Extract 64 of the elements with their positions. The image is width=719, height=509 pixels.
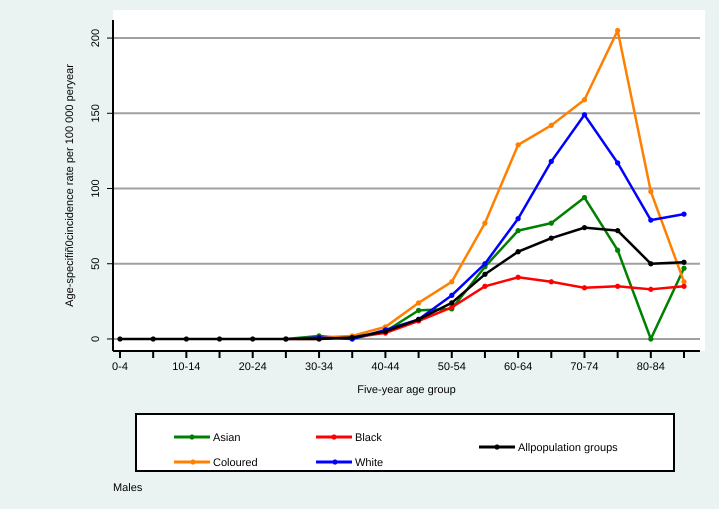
x-tick-label: 60-64 (504, 360, 532, 373)
x-tick-label: 20-24 (238, 360, 267, 373)
x-tick-label: 80-84 (636, 360, 665, 373)
point (449, 300, 454, 306)
point (548, 158, 554, 164)
point (615, 284, 620, 289)
point (184, 336, 189, 342)
point (681, 266, 687, 271)
point (615, 228, 620, 234)
point (582, 224, 588, 230)
point (615, 248, 620, 253)
point (648, 188, 654, 194)
point (449, 292, 454, 298)
point (515, 249, 521, 254)
point (117, 336, 123, 342)
point (515, 216, 521, 222)
x-axis-title: Five-year age group (357, 384, 456, 396)
point (582, 112, 588, 118)
point (482, 220, 488, 226)
legend-label: White (355, 457, 384, 469)
y-axis-title: Age-specifiñ0cincidence rate per 100 000 peryear (64, 64, 76, 307)
x-tick-label: 30-34 (304, 360, 334, 373)
point (482, 272, 488, 277)
point (648, 261, 654, 266)
x-tick-label: 0-4 (112, 360, 128, 373)
point (548, 236, 554, 241)
point (449, 279, 454, 284)
x-tick-label: 10-14 (172, 360, 200, 373)
x-tick-label: 70-74 (570, 360, 599, 373)
y-tick-label: 100 (90, 179, 102, 198)
point (515, 142, 521, 148)
point (482, 261, 488, 266)
point (615, 28, 620, 34)
point (548, 279, 554, 284)
point (482, 284, 488, 289)
point (216, 336, 222, 342)
point (582, 194, 588, 200)
point (416, 300, 422, 306)
y-tick-label: 50 (90, 258, 102, 270)
point (681, 211, 687, 217)
point (648, 217, 654, 223)
legend-label: Coloured (213, 457, 258, 469)
point (150, 336, 156, 342)
point (515, 274, 521, 280)
point (681, 284, 687, 289)
x-tick-label: 50-54 (438, 360, 466, 373)
point (548, 220, 554, 226)
point (250, 336, 256, 342)
point (681, 260, 687, 265)
point (648, 286, 654, 292)
legend-label: Allpopulation groups (518, 442, 618, 454)
point (416, 308, 422, 314)
y-tick-label: 150 (90, 104, 102, 122)
y-tick-label: 200 (90, 28, 102, 48)
point (615, 160, 620, 166)
legend-label: Black (355, 432, 382, 444)
text: Males (113, 482, 143, 494)
point (582, 97, 588, 102)
legend-label: Asian (213, 432, 241, 444)
y-tick-label: 0 (90, 336, 102, 342)
point (582, 285, 588, 290)
point (515, 228, 521, 234)
x-tick-label: 40-44 (371, 360, 400, 373)
point (548, 122, 554, 128)
